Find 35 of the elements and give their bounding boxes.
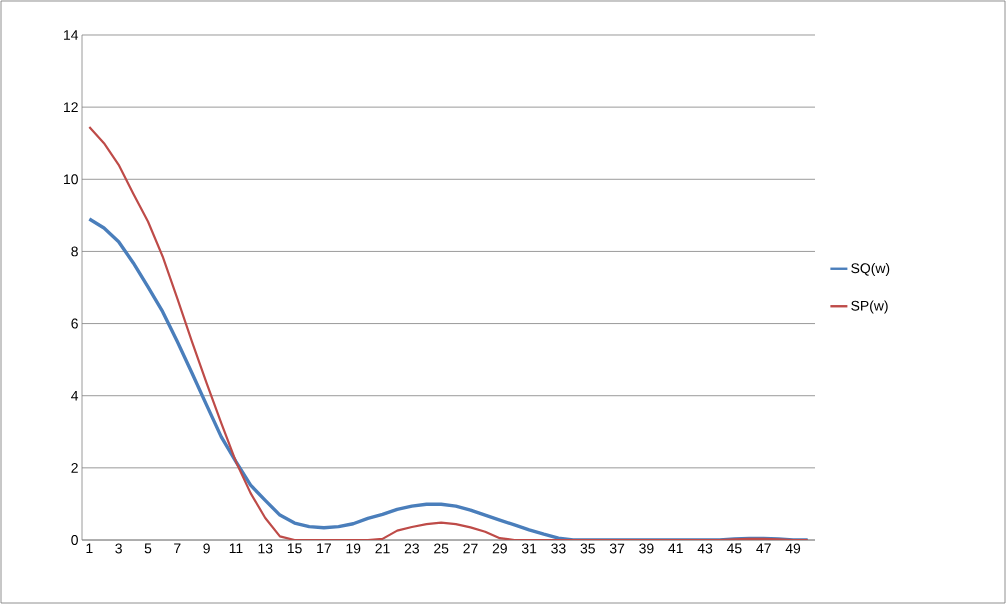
legend-label: SP(w) (851, 300, 888, 314)
y-tick-label: 14 (64, 30, 79, 40)
x-tick-label: 5 (144, 543, 152, 554)
x-tick-label: 3 (115, 543, 122, 554)
x-tick-label: 23 (404, 543, 419, 554)
x-tick-label: 29 (492, 543, 507, 554)
y-tick-label: 10 (64, 174, 78, 185)
y-tick-label: 12 (64, 102, 78, 113)
x-tick-label: 17 (317, 543, 331, 554)
y-tick-label: 4 (71, 390, 79, 401)
x-tick-label: 47 (756, 543, 771, 554)
x-tick-label: 21 (375, 543, 390, 554)
x-tick-label: 37 (609, 543, 625, 554)
x-tick-label: 41 (668, 543, 683, 554)
x-tick-label: 1 (86, 543, 93, 554)
legend-label: SQ(w) (851, 262, 890, 276)
x-tick-label: 15 (287, 543, 302, 554)
x-tick-label: 19 (346, 543, 361, 554)
x-tick-label: 27 (463, 543, 478, 554)
y-tick-label: 8 (71, 246, 78, 257)
x-tick-label: 45 (726, 543, 742, 554)
x-tick-label: 9 (203, 543, 210, 554)
x-tick-label: 13 (258, 543, 273, 554)
x-tick-label: 35 (580, 543, 595, 554)
y-tick-label: 6 (71, 318, 78, 329)
x-tick-label: 11 (229, 543, 243, 554)
x-tick-label: 43 (697, 543, 713, 554)
x-tick-label: 25 (434, 543, 449, 554)
x-tick-label: 7 (174, 543, 181, 554)
x-tick-label: 39 (639, 543, 654, 554)
x-tick-label: 33 (551, 543, 566, 554)
y-tick-label: 2 (71, 462, 78, 473)
x-tick-label: 31 (521, 543, 537, 554)
y-tick-label: 0 (71, 535, 78, 545)
x-tick-label: 49 (785, 543, 801, 554)
